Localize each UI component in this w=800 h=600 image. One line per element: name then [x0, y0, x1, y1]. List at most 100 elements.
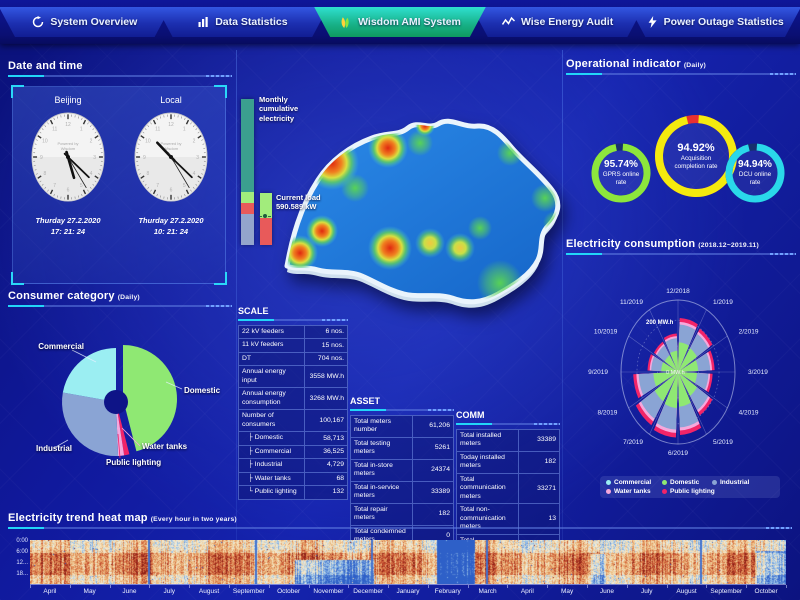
title-underline	[350, 409, 454, 411]
row-value: 132	[304, 486, 347, 499]
svg-text:Wisdom: Wisdom	[61, 146, 76, 151]
row-value: 4,729	[304, 459, 347, 472]
gauge-value: 95.74%	[604, 159, 638, 171]
heatmap-month-label: September	[232, 588, 265, 595]
axis-tick	[109, 585, 111, 588]
refresh-icon	[32, 16, 44, 28]
svg-text:2: 2	[193, 139, 196, 145]
legend-item-public-lighting[interactable]: Public lighting	[662, 488, 758, 495]
heatmap-month-label: February	[434, 588, 461, 595]
tab-wise-energy-audit[interactable]: Wise Energy Audit	[472, 7, 644, 37]
row-label: ├ Industrial	[248, 461, 283, 469]
legend-item-industrial[interactable]: Industrial	[712, 479, 758, 486]
table-row: └ Public lighting 132	[238, 486, 348, 500]
consumer-pie-chart	[53, 345, 183, 459]
legend-item-commercial[interactable]: Commercial	[606, 479, 662, 486]
rose-sector	[654, 372, 678, 402]
corner-bracket-icon	[214, 85, 227, 98]
svg-text:11: 11	[155, 127, 160, 133]
bar-segment	[241, 202, 254, 214]
legend-label: Industrial	[720, 479, 750, 486]
legend-item-domestic[interactable]: Domestic	[662, 479, 712, 486]
row-label: Total installed meters	[460, 432, 502, 448]
comm-panel: COMM Total installed meters 33389 Today in…	[456, 410, 560, 566]
svg-text:7: 7	[53, 183, 56, 189]
title-underline	[8, 75, 232, 77]
axis-tick	[706, 585, 708, 588]
row-value: 36,525	[304, 445, 347, 459]
axis-tick	[228, 585, 230, 588]
bar-segment	[241, 192, 254, 203]
heatmap-month-label: April	[43, 588, 57, 595]
rose-month-label: 7/2019	[623, 439, 643, 446]
clock-datetime: Thurday 27.2.2020 10: 21: 24	[138, 216, 204, 237]
rose-month-label: 5/2019	[713, 439, 733, 446]
bolt-icon	[647, 16, 658, 28]
svg-text:3: 3	[93, 155, 96, 161]
axis-tick	[149, 585, 151, 588]
axis-tick	[786, 585, 787, 588]
clock-label: Beijing	[54, 95, 82, 105]
rose-month-label: 8/2019	[597, 410, 617, 417]
gauge-value: 94.92%	[677, 141, 715, 154]
table-row: Annual energy consumption 3268 MW.h	[238, 388, 348, 411]
axis-tick	[507, 585, 509, 588]
scale-panel: SCALE 22 kV feeders 6 nos. 11 kV feeders 15…	[238, 306, 348, 500]
corner-bracket-icon	[214, 272, 227, 285]
row-label: Annual energy input	[242, 368, 286, 384]
row-value: 68	[304, 472, 347, 486]
gauge-value: 94.94%	[738, 159, 772, 171]
heatmap-month-label: June	[122, 588, 137, 595]
axis-tick	[666, 585, 668, 588]
svg-text:1: 1	[183, 127, 186, 133]
tab-system-overview[interactable]: System Overview	[0, 7, 171, 37]
table-row: 22 kV feeders 6 nos.	[238, 325, 348, 340]
tab-label: Data Statistics	[215, 16, 288, 28]
svg-text:9: 9	[143, 155, 146, 161]
monthly-bar-label: Monthly cumulative electricity	[259, 95, 299, 123]
consumer-category-title: Consumer category (Daily)	[8, 290, 140, 302]
top-nav: System Overview Data Statistics Wisdom A…	[0, 0, 800, 44]
table-row: Total communication meters 33271	[456, 473, 560, 505]
comm-table: Total installed meters 33389 Today install…	[456, 429, 560, 566]
rose-month-label: 9/2019	[588, 369, 608, 376]
row-value: 6 nos.	[304, 326, 347, 339]
heatmap-month-label: July	[163, 588, 176, 595]
svg-text:4: 4	[90, 171, 93, 177]
svg-text:Powered by: Powered by	[57, 141, 78, 146]
tab-data-statistics[interactable]: Data Statistics	[157, 7, 329, 37]
table-row: ├ Industrial 4,729	[238, 459, 348, 473]
title-underline	[456, 423, 560, 425]
bar-segment	[241, 99, 254, 192]
table-row: Today installed meters 182	[456, 451, 560, 474]
heatmap-month-label: July	[640, 588, 653, 595]
axis-tick	[746, 585, 748, 588]
heatmap-month-label: September	[710, 588, 743, 595]
tab-wisdom-ami-system[interactable]: Wisdom AMI System	[314, 7, 486, 37]
row-label: Number of consumers	[242, 412, 276, 428]
legend-item-water-tanks[interactable]: Water tanks	[606, 488, 662, 495]
pie-slice	[62, 348, 116, 402]
svg-text:12: 12	[168, 122, 174, 128]
table-row: Total in-service meters 33389	[350, 481, 454, 504]
rose-sector	[678, 372, 697, 396]
datetime-title: Date and time	[8, 60, 83, 72]
axis-tick	[547, 585, 549, 588]
axis-tick	[308, 585, 310, 588]
rose-sector	[678, 360, 699, 372]
heatmap-month-label: May	[83, 588, 96, 595]
axis-tick	[69, 585, 71, 588]
svg-text:12: 12	[65, 122, 71, 128]
legend-dot	[606, 480, 611, 485]
table-row: Total in-store meters 24374	[350, 459, 454, 482]
rose-month-label: 1/2019	[713, 299, 733, 306]
axis-tick	[348, 585, 350, 588]
row-value: 61,206	[412, 416, 453, 437]
svg-text:10: 10	[145, 139, 151, 145]
rose-center-label: 0 MW.h	[666, 370, 685, 376]
tab-power-outage-statistics[interactable]: Power Outage Statistics	[629, 7, 800, 37]
row-value: 15 nos.	[304, 339, 347, 352]
consumer-category-panel: Consumer category (Daily)	[8, 290, 232, 307]
heatmap-hour-label: 18...	[16, 571, 28, 577]
pie-slice	[123, 345, 178, 452]
